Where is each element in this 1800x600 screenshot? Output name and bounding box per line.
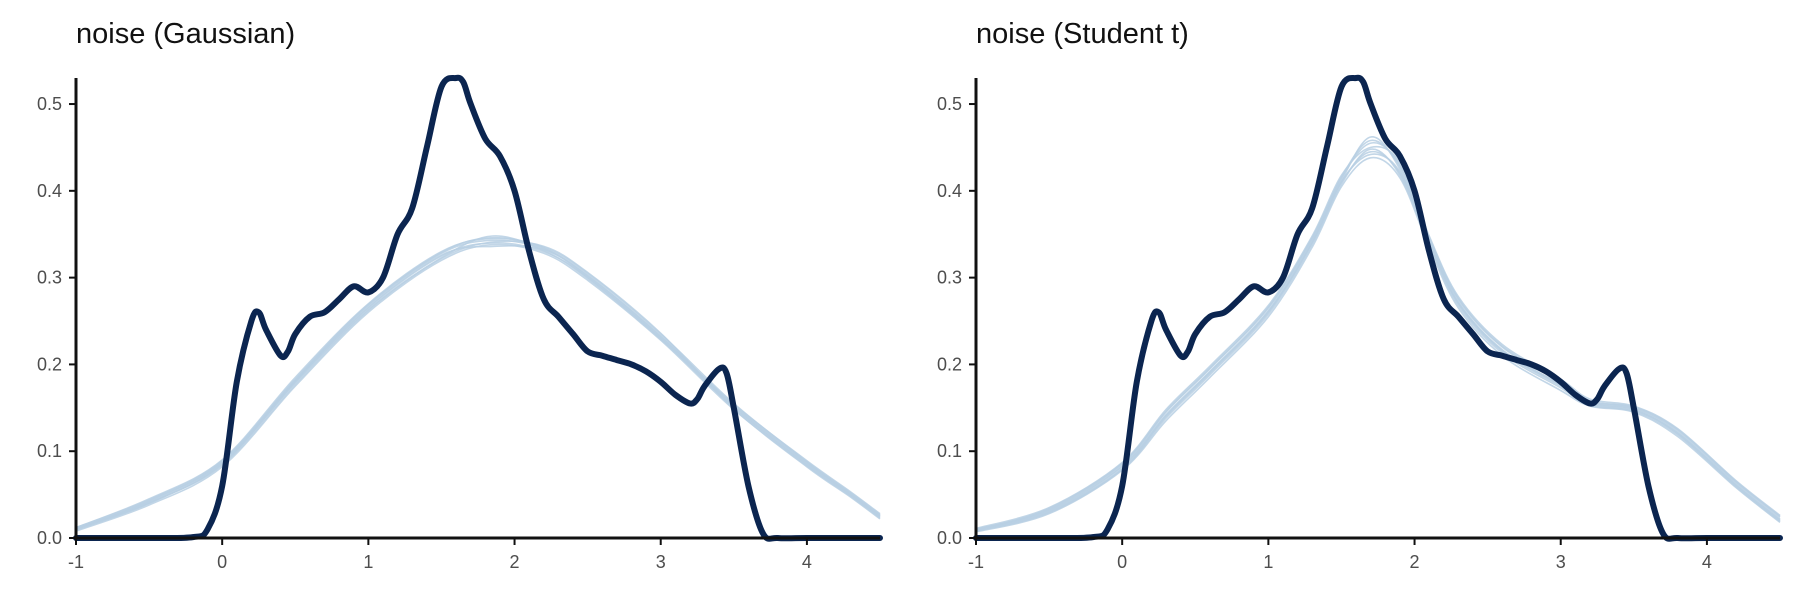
chart-plot-area: -1 0 1 2 3 4 0.0 0.1 0.2 0.3 0.4 0.5 (37, 74, 883, 572)
x-tick-label: 0 (217, 552, 227, 572)
x-tick-label: 4 (1702, 552, 1712, 572)
y-tick-label: 0.3 (37, 268, 62, 288)
replicate-density-line-5 (975, 148, 1781, 532)
chart-panel-gaussian: noise (Gaussian) -1 0 1 2 3 4 0.0 0.1 0.2 0.3 0.4 0… (37, 18, 883, 572)
y-tick-label: 0.4 (937, 181, 962, 201)
replicate-density-line-6 (975, 153, 1781, 531)
replicate-density-line-1 (975, 141, 1781, 531)
x-tick-label: 3 (656, 552, 666, 572)
observed-density-line (73, 74, 883, 542)
x-tick-label: 0 (1117, 552, 1127, 572)
replicate-density-line-4 (75, 235, 881, 531)
y-tick-label: 0.0 (37, 528, 62, 548)
replicate-density-line-2 (75, 243, 881, 532)
x-tick-label: -1 (68, 552, 84, 572)
x-tick-label: 2 (510, 552, 520, 572)
x-tick-label: 1 (363, 552, 373, 572)
replicate-density-line-0 (75, 242, 881, 531)
observed-density-line (973, 74, 1783, 542)
replicate-density-line-2 (975, 156, 1781, 533)
replicate-density-line-5 (75, 244, 881, 531)
y-tick-label: 0.4 (37, 181, 62, 201)
replicate-density-line-3 (75, 239, 881, 530)
y-tick-label: 0.2 (937, 354, 962, 374)
replicate-density-line-0 (975, 150, 1781, 532)
x-tick-label: -1 (968, 552, 984, 572)
x-tick-label: 1 (1263, 552, 1273, 572)
y-tick-label: 0.3 (937, 268, 962, 288)
y-tick-label: 0.5 (937, 94, 962, 114)
chart-title: noise (Student t) (976, 18, 1189, 50)
x-tick-label: 2 (1410, 552, 1420, 572)
x-tick-label: 4 (802, 552, 812, 572)
y-tick-label: 0.2 (37, 354, 62, 374)
replicate-density-line-7 (975, 139, 1781, 531)
chart-title: noise (Gaussian) (76, 18, 296, 50)
replicate-density-line-4 (975, 145, 1781, 530)
chart-panel-student-t: noise (Student t) -1 0 1 2 3 4 0.0 0.1 0.2 0.3 0.4… (900, 0, 1800, 600)
y-tick-label: 0.1 (937, 441, 962, 461)
replicate-density-line-6 (75, 240, 881, 530)
y-tick-label: 0.5 (37, 94, 62, 114)
y-tick-label: 0.0 (937, 528, 962, 548)
chart-plot-area: -1 0 1 2 3 4 0.0 0.1 0.2 0.3 0.4 0.5 (937, 74, 1783, 572)
replicate-density-line-3 (975, 136, 1781, 531)
x-tick-label: 3 (1556, 552, 1566, 572)
y-tick-label: 0.1 (37, 441, 62, 461)
